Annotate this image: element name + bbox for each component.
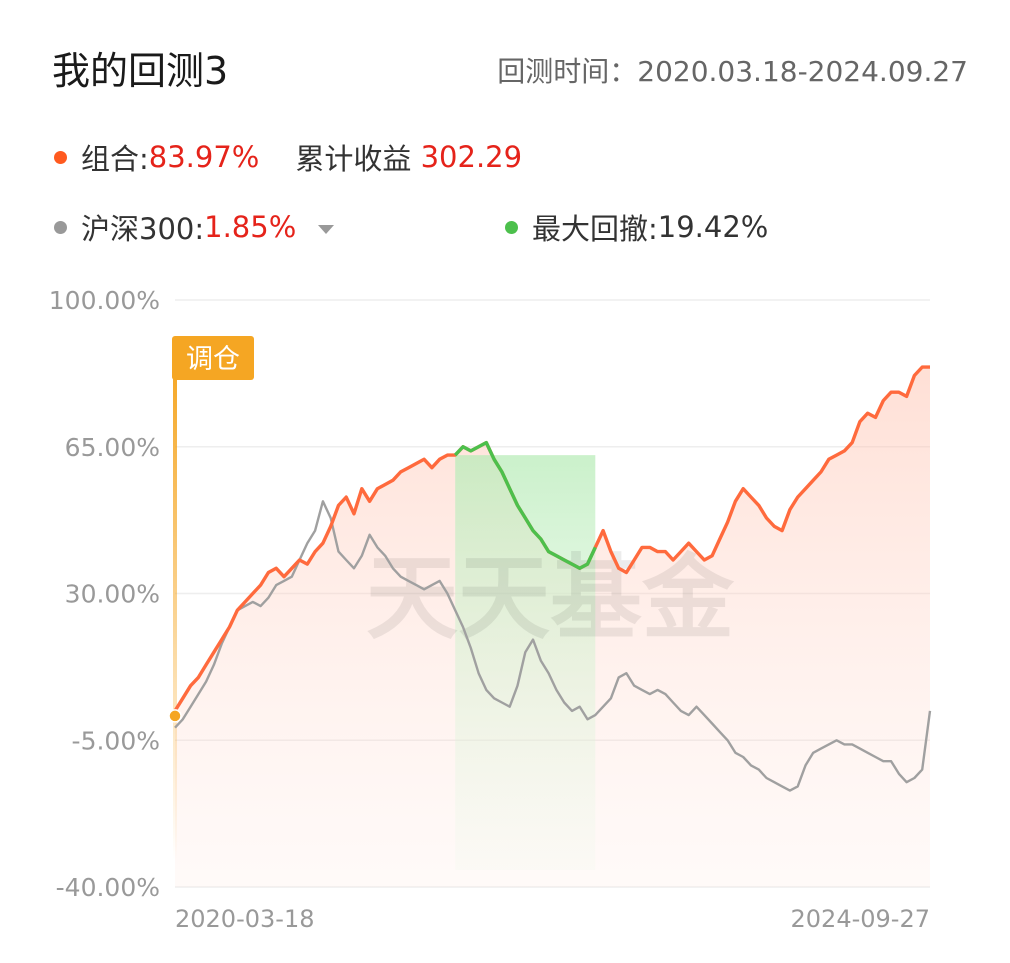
y-tick-label: 30.00% <box>65 580 160 609</box>
rebalance-line <box>173 360 177 860</box>
drawdown-line <box>453 440 597 570</box>
x-tick-end: 2024-09-27 <box>791 905 930 933</box>
y-tick-label: -5.00% <box>72 726 160 755</box>
benchmark-line <box>174 500 932 792</box>
legend-drawdown: 最大回撤: 19.42% <box>505 206 768 248</box>
rebalance-tag[interactable]: 调仓 <box>172 336 254 380</box>
legend-benchmark[interactable]: 沪深300: 1.85% <box>54 206 335 248</box>
backtest-period: 回测时间：2020.03.18-2024.09.27 <box>497 50 968 90</box>
rebalance-tag-label: 调仓 <box>186 344 240 375</box>
cumulative-value: 302.29 <box>420 140 523 174</box>
drawdown-label: 最大回撤: <box>532 212 658 246</box>
drawdown-value: 19.42% <box>657 210 769 244</box>
benchmark-label: 沪深300: <box>81 212 205 246</box>
period-label: 回测时间： <box>497 55 638 88</box>
period-range: 2020.03.18-2024.09.27 <box>637 55 968 88</box>
caret-down-icon[interactable] <box>318 224 335 234</box>
portfolio-value: 83.97% <box>148 140 260 174</box>
page-title: 我的回测3 <box>52 49 229 93</box>
drawdown-band <box>455 455 596 870</box>
x-tick-start: 2020-03-18 <box>175 905 314 933</box>
watermark: 天天基金 <box>366 544 735 652</box>
portfolio-dot <box>54 150 67 164</box>
y-tick-label: 100.00% <box>49 286 160 315</box>
y-tick-label: -40.00% <box>56 873 160 902</box>
backtest-chart: 100.00% 65.00% 30.00% -5.00% -40.00% 天天基金 调仓… <box>49 286 932 933</box>
start-point <box>168 709 182 723</box>
y-tick-label: 65.00% <box>65 433 160 462</box>
drawdown-dot <box>505 220 518 234</box>
portfolio-label: 组合: <box>81 142 149 176</box>
legend-portfolio: 组合: 83.97% 累计收益 302.29 <box>54 136 522 178</box>
rebalance-tag-bg <box>172 336 254 380</box>
cumulative-label: 累计收益 <box>295 142 412 176</box>
benchmark-value: 1.85% <box>204 210 297 244</box>
benchmark-dot <box>54 220 67 234</box>
